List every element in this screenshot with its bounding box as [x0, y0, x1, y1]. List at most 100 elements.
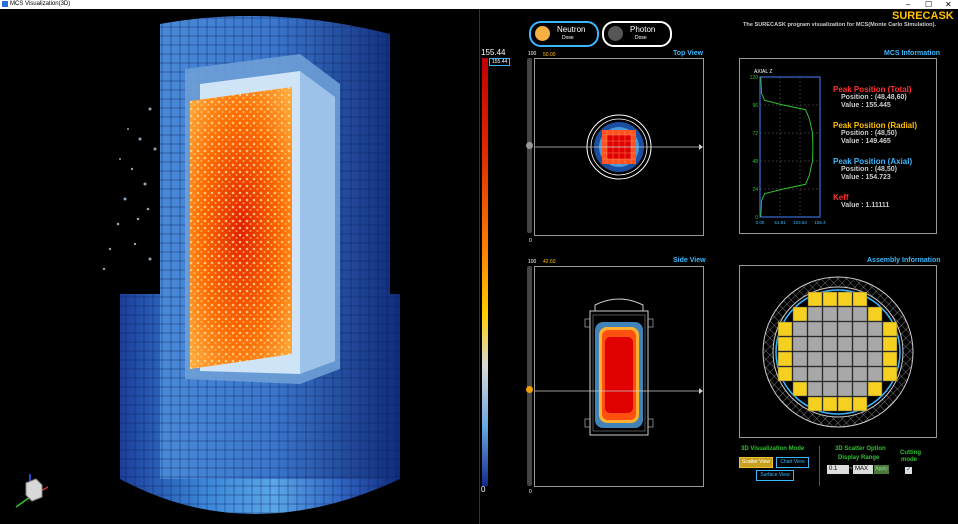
axis-gizmo-icon — [15, 474, 49, 508]
assembly-cell — [837, 366, 853, 382]
range-max-input[interactable]: MAX — [853, 465, 873, 474]
assembly-cell — [777, 321, 793, 337]
mcs-info-panel: AXIAL Z 0 24 48 72 96 120 0.00 51.81 103.63 155.… — [739, 58, 937, 234]
minimize-button[interactable]: – — [906, 0, 911, 9]
assembly-cell — [807, 366, 823, 382]
assembly-cell — [867, 306, 883, 322]
assembly-cell — [777, 336, 793, 352]
maximize-button[interactable]: ☐ — [925, 0, 933, 9]
assembly-cell — [852, 381, 868, 397]
assembly-cell — [852, 396, 868, 412]
assembly-cell — [807, 336, 823, 352]
assembly-cell — [852, 366, 868, 382]
assembly-cell — [867, 381, 883, 397]
axial-x-tick: 0.00 — [756, 220, 765, 225]
assembly-cell — [792, 381, 808, 397]
chart-view-button[interactable]: Chart View — [776, 457, 809, 468]
peak-radial-position: Position : (48,50) — [841, 130, 898, 137]
assembly-cell — [837, 321, 853, 337]
top-view-panel[interactable] — [534, 58, 704, 236]
peak-radial-label: Peak Position (Radial) — [833, 121, 918, 130]
cutting-mode-checkbox[interactable]: ✓ — [905, 467, 912, 474]
assembly-cell — [867, 366, 883, 382]
photon-label: Photon — [630, 25, 656, 34]
assembly-cell — [867, 321, 883, 337]
assembly-cell — [837, 306, 853, 322]
assembly-cell — [837, 291, 853, 307]
assembly-cell — [822, 366, 838, 382]
legend-max-label: 155.44 — [481, 48, 506, 57]
axial-chart-title: AXIAL Z — [754, 69, 773, 75]
side-view-slider-knob[interactable] — [526, 386, 533, 393]
apply-button[interactable]: Apply — [874, 465, 889, 474]
assembly-info-title: Assembly Information — [867, 257, 941, 264]
neutron-indicator-icon — [535, 26, 550, 41]
assembly-cell — [882, 351, 898, 367]
peak-total-value: Value : 155.445 — [841, 102, 891, 109]
assembly-cell — [822, 291, 838, 307]
range-dash: ~ — [849, 466, 853, 472]
side-view-slider[interactable] — [526, 266, 533, 486]
assembly-cell — [882, 336, 898, 352]
axial-series-line — [760, 76, 814, 218]
side-view-slider-min: 0 — [529, 489, 532, 495]
neutron-dose-toggle[interactable]: Neutron Dose — [529, 21, 599, 47]
assembly-cell — [822, 321, 838, 337]
assembly-cell — [822, 306, 838, 322]
brand-subtitle: The SURECASK program visualization for M… — [743, 22, 936, 28]
assembly-cell — [837, 351, 853, 367]
side-view-plot — [535, 298, 703, 436]
axial-x-tick: 155.4 — [814, 220, 826, 225]
photon-sub-label: Dose — [635, 35, 647, 41]
assembly-cell — [792, 321, 808, 337]
assembly-cell — [792, 366, 808, 382]
top-view-slider-knob[interactable] — [526, 142, 533, 149]
color-legend-bar — [482, 58, 488, 486]
assembly-cell — [867, 351, 883, 367]
side-view-panel[interactable] — [534, 266, 704, 487]
scatter-view-button[interactable]: Scatter View — [739, 457, 773, 468]
assembly-map — [762, 276, 914, 428]
assembly-cell — [882, 366, 898, 382]
brand-name: SURECASK — [892, 10, 954, 22]
assembly-cell — [882, 321, 898, 337]
assembly-cell — [837, 396, 853, 412]
3d-view[interactable] — [0, 9, 478, 524]
keff-value: Value : 1.11111 — [841, 202, 890, 209]
assembly-cell — [837, 381, 853, 397]
neutron-sub-label: Dose — [562, 35, 574, 41]
assembly-info-panel — [739, 265, 937, 438]
assembly-cell — [792, 351, 808, 367]
assembly-cell — [807, 381, 823, 397]
assembly-cell — [777, 351, 793, 367]
assembly-cell — [837, 336, 853, 352]
axial-y-tick: 120 — [750, 75, 759, 81]
axial-y-tick: 48 — [752, 159, 758, 165]
viz-mode-title: 3D Visualization Mode — [741, 446, 805, 452]
axial-chart-frame — [759, 76, 821, 218]
assembly-cell — [822, 396, 838, 412]
assembly-cell — [807, 321, 823, 337]
neutron-label: Neutron — [557, 25, 586, 34]
assembly-cell — [807, 396, 823, 412]
legend-min-label: 0 — [481, 485, 486, 494]
surface-view-button[interactable]: Surface View — [756, 470, 794, 481]
side-view-title: Side View — [673, 257, 706, 264]
peak-radial-value: Value : 149.465 — [841, 138, 891, 145]
close-button[interactable]: ✕ — [945, 0, 952, 9]
photon-indicator-icon — [608, 26, 623, 41]
range-min-input[interactable]: 0.1 — [827, 465, 849, 474]
display-range-label: Display Range — [838, 455, 880, 461]
peak-total-position: Position : (48,48,60) — [841, 94, 907, 101]
window-title: MCS Visualization(3D) — [10, 1, 71, 7]
axial-y-tick: 24 — [752, 187, 758, 193]
side-view-value: 42.60 — [543, 259, 556, 265]
peak-axial-position: Position : (48,50) — [841, 166, 898, 173]
assembly-cell — [777, 366, 793, 382]
photon-dose-toggle[interactable]: Photon Dose — [602, 21, 672, 47]
mcs-info-title: MCS Information — [884, 50, 940, 57]
top-view-slider[interactable] — [526, 58, 533, 233]
scatter-option-title: 3D Scatter Option — [835, 446, 886, 452]
top-view-title: Top View — [673, 50, 704, 57]
keff-label: Keff — [833, 193, 849, 202]
